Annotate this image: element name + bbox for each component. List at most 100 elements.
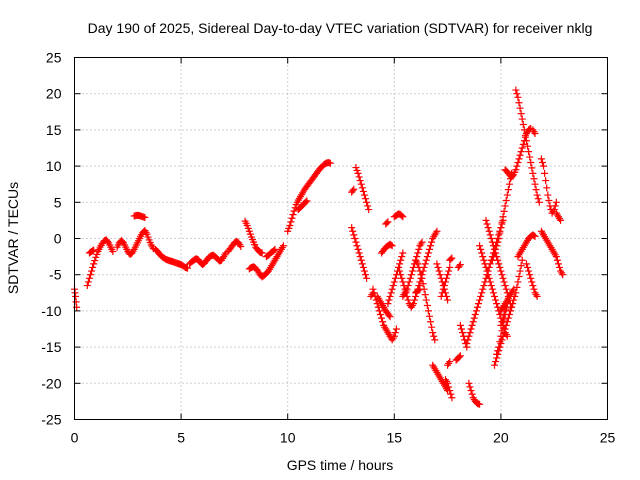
data-point (287, 218, 295, 226)
data-point (499, 213, 507, 221)
data-point (440, 282, 448, 290)
data-point (504, 186, 512, 194)
data-point (540, 162, 548, 170)
data-point (479, 285, 487, 293)
data-point (448, 254, 456, 262)
data-point (356, 253, 364, 261)
data-point (517, 110, 525, 118)
y-tick-label: 5 (54, 194, 62, 210)
data-point (389, 282, 397, 290)
data-point (270, 246, 278, 254)
data-point (499, 314, 507, 322)
x-tick-label: 5 (177, 430, 185, 446)
data-point (393, 267, 401, 275)
data-point (365, 206, 373, 214)
y-tick-label: -15 (41, 339, 61, 355)
data-point (485, 227, 493, 235)
data-point (497, 267, 505, 275)
data-point (505, 292, 513, 300)
data-point (435, 267, 443, 275)
data-point (421, 291, 429, 299)
data-point (502, 196, 510, 204)
data-point (489, 253, 497, 261)
data-point (526, 271, 534, 279)
data-point (355, 173, 363, 181)
x-tick-label: 10 (280, 430, 296, 446)
data-point (83, 282, 91, 290)
data-point (522, 137, 530, 145)
data-point (362, 271, 370, 279)
data-point (498, 271, 506, 279)
data-point (370, 289, 378, 297)
data-point (533, 292, 541, 300)
data-point (406, 274, 414, 282)
data-point (514, 278, 522, 286)
data-point (528, 278, 536, 286)
data-points (71, 86, 567, 408)
x-tick-label: 25 (600, 430, 616, 446)
data-point (455, 262, 463, 270)
data-point (496, 229, 504, 237)
data-point (477, 292, 485, 300)
data-point (496, 338, 504, 346)
data-point (417, 271, 425, 279)
data-point (527, 274, 535, 282)
data-point (358, 184, 366, 192)
data-point (515, 273, 523, 281)
data-point (498, 327, 506, 335)
data-point (468, 390, 476, 398)
data-point (418, 274, 426, 282)
data-point (525, 267, 533, 275)
data-point (290, 207, 298, 215)
data-point (502, 303, 510, 311)
y-tick-label: -10 (41, 303, 61, 319)
data-point (303, 197, 311, 205)
y-tick-label: 10 (46, 158, 62, 174)
data-point (545, 196, 553, 204)
data-point (492, 245, 500, 253)
data-point (89, 247, 97, 255)
data-point (326, 159, 334, 167)
y-tick-label: 0 (54, 231, 62, 247)
data-point (438, 289, 446, 297)
data-point (387, 241, 395, 249)
data-point (512, 166, 520, 174)
data-point (466, 329, 474, 337)
data-point (428, 238, 436, 246)
data-point (408, 267, 416, 275)
data-point (409, 300, 417, 308)
data-point (436, 271, 444, 279)
data-point (302, 198, 310, 206)
data-point (498, 218, 506, 226)
data-point (488, 256, 496, 264)
data-point (104, 237, 112, 245)
data-point (350, 185, 358, 193)
data-point (525, 148, 533, 156)
data-point (504, 296, 512, 304)
data-point (363, 274, 371, 282)
data-point (396, 260, 404, 268)
data-point (446, 358, 454, 366)
data-point (279, 242, 287, 250)
data-point (424, 249, 432, 257)
data-point (534, 195, 542, 203)
data-point (495, 235, 503, 242)
data-point (518, 256, 526, 264)
data-point (479, 253, 487, 261)
data-point (488, 285, 496, 293)
data-point (465, 332, 473, 340)
data-point (529, 282, 537, 290)
data-point (399, 278, 407, 286)
data-point (384, 218, 392, 226)
data-point (519, 120, 527, 128)
data-point (533, 191, 541, 199)
data-point (416, 285, 424, 293)
data-point (496, 263, 504, 271)
data-point (518, 144, 526, 152)
data-point (415, 245, 423, 253)
data-point (425, 245, 433, 253)
data-point (386, 313, 394, 321)
x-axis-label: GPS time / hours (287, 457, 394, 473)
data-point (391, 329, 399, 337)
data-point (422, 296, 430, 304)
